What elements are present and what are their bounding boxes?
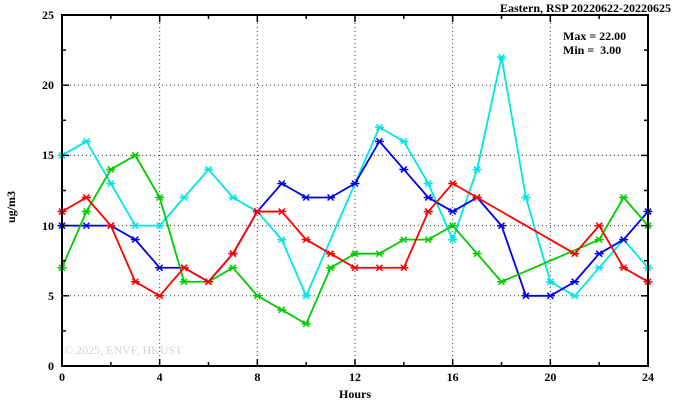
- y-tick-label-0: 0: [48, 359, 54, 373]
- y-tick-label-25: 25: [42, 8, 54, 22]
- max-min-info-box: Max = 22.00 Min = 3.00: [563, 29, 626, 57]
- series-red-line: [61, 182, 649, 297]
- min-value-label: Min = 3.00: [563, 43, 622, 57]
- x-tick-label-16: 16: [446, 370, 459, 384]
- y-tick-label-10: 10: [42, 218, 54, 233]
- chart-title: Eastern, RSP 20220622-20220625: [500, 1, 671, 15]
- y-axis-label: ug/m3: [4, 190, 18, 223]
- x-tick-label-0: 0: [59, 370, 65, 384]
- series-blue-line: [62, 139, 649, 297]
- series-green-line: [61, 154, 649, 326]
- watermark: © 2025, ENVF, HKUST: [64, 343, 183, 357]
- x-tick-label-20: 20: [544, 370, 557, 384]
- x-tick-label-8: 8: [254, 370, 261, 384]
- series-blue-markers: [57, 137, 653, 300]
- y-tick-label-15: 15: [42, 148, 54, 163]
- x-axis-label: Hours: [338, 387, 371, 401]
- x-tick-label-12: 12: [349, 370, 361, 384]
- y-tick-label-20: 20: [42, 78, 54, 93]
- max-value-label: Max = 22.00: [563, 29, 627, 43]
- x-tick-label-4: 4: [156, 370, 163, 384]
- x-tick-label-24: 24: [642, 370, 654, 384]
- y-tick-label-5: 5: [48, 288, 54, 303]
